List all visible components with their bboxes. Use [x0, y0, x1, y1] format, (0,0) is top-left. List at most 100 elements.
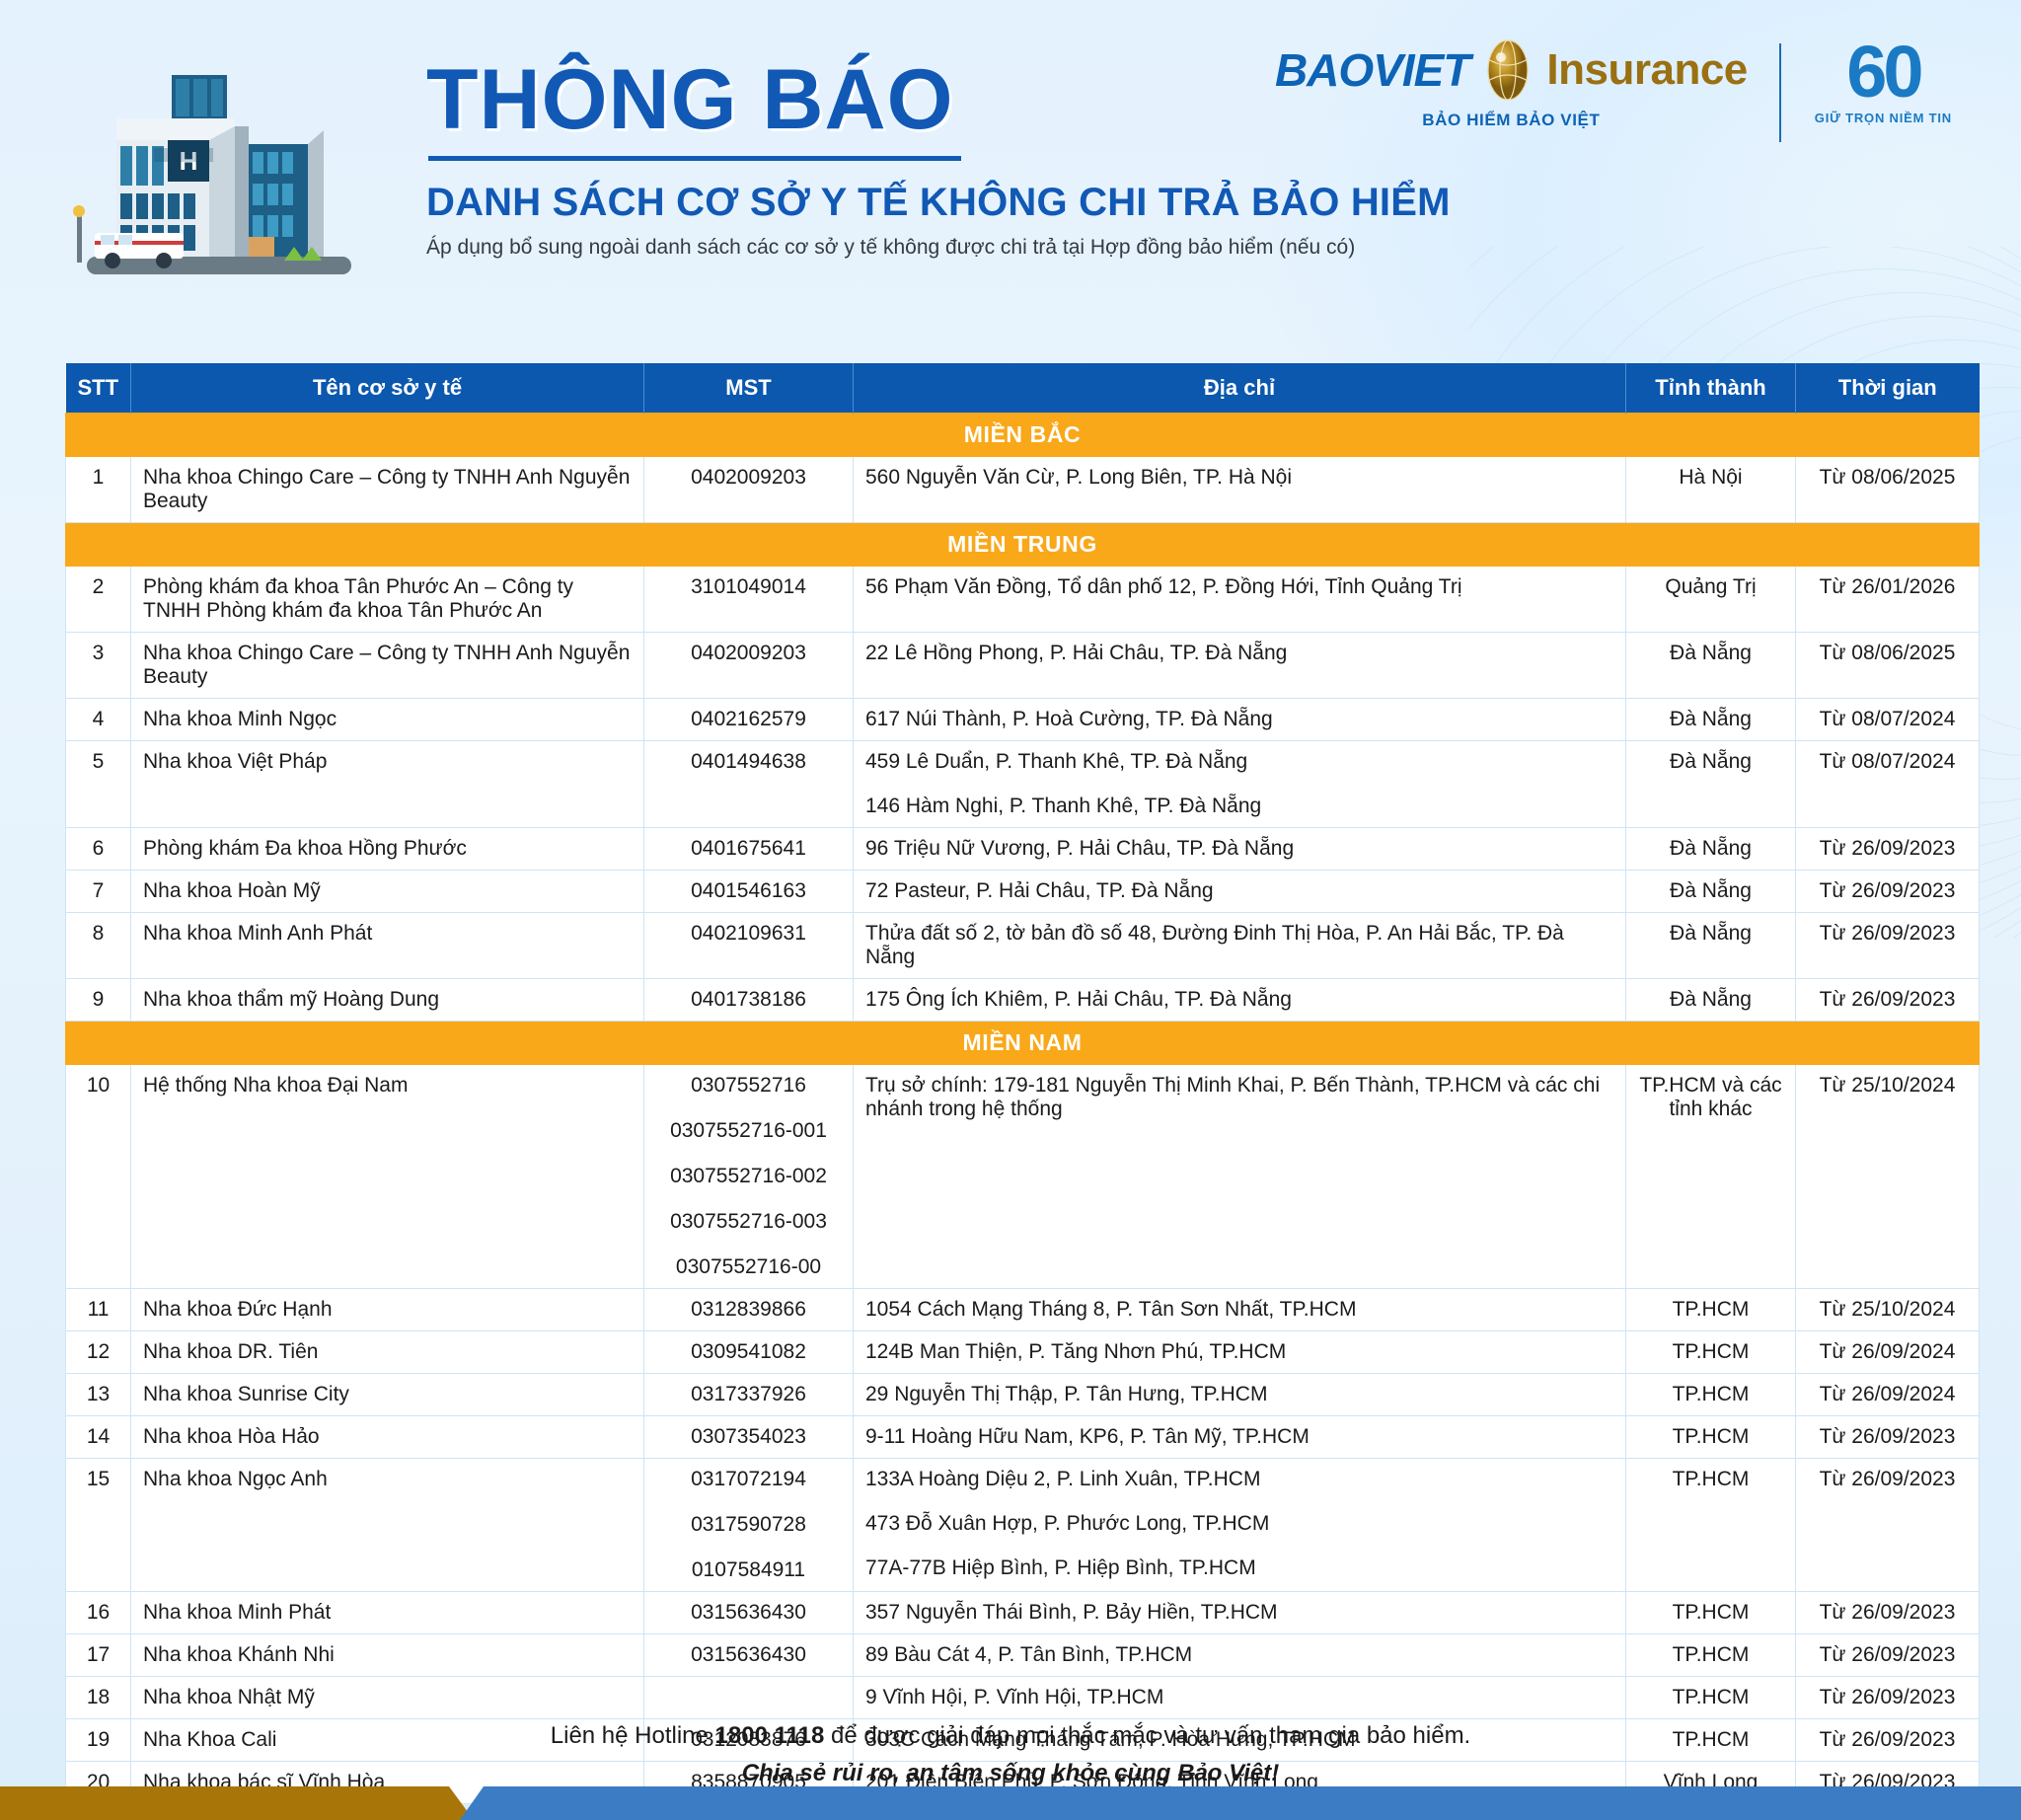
cell-stt: 5 — [65, 740, 131, 828]
cell-time: Từ 26/01/2026 — [1795, 566, 1980, 633]
anniversary-number: 60 — [1846, 31, 1923, 113]
cell-time: Từ 26/09/2023 — [1795, 1591, 1980, 1634]
region-label: MIỀN NAM — [65, 1021, 1980, 1065]
cell-address: 1054 Cách Mạng Tháng 8, P. Tân Sơn Nhất,… — [853, 1288, 1626, 1331]
cell-mst: 0402009203 — [643, 456, 854, 523]
table-row: 9 Nha khoa thẩm mỹ Hoàng Dung 0401738186 17… — [65, 978, 1980, 1022]
cell-stt: 9 — [65, 978, 131, 1022]
mst-value: 0401494638 — [691, 750, 806, 773]
address-value: 22 Lê Hồng Phong, P. Hải Châu, TP. Đà Nẵ… — [865, 642, 1288, 664]
cell-name: Nha khoa Minh Phát — [130, 1591, 644, 1634]
cell-address: 9 Vĩnh Hội, P. Vĩnh Hội, TP.HCM — [853, 1676, 1626, 1719]
col-mst: MST — [643, 363, 854, 414]
address-value: 9 Vĩnh Hội, P. Vĩnh Hội, TP.HCM — [865, 1686, 1164, 1708]
bottom-bar-blue — [460, 1786, 2021, 1820]
address-value: 459 Lê Duẩn, P. Thanh Khê, TP. Đà Nẵng — [865, 750, 1248, 773]
address-value: Trụ sở chính: 179-181 Nguyễn Thị Minh Kh… — [865, 1074, 1601, 1120]
baoviet-logo: BAOVIET Insuran — [1275, 38, 1779, 130]
cell-stt: 11 — [65, 1288, 131, 1331]
col-address: Địa chỉ — [853, 363, 1626, 414]
cell-mst: 0307354023 — [643, 1415, 854, 1459]
cell-time: Từ 26/09/2023 — [1795, 978, 1980, 1022]
cell-stt: 8 — [65, 912, 131, 979]
region-label: MIỀN BẮC — [65, 413, 1980, 457]
mst-value: 0315636430 — [691, 1643, 806, 1666]
cell-time: Từ 08/07/2024 — [1795, 740, 1980, 828]
address-value: 303C Cách Mạng Tháng Tám, P. Hòa Hưng, T… — [865, 1728, 1356, 1751]
cell-address: 175 Ông Ích Khiêm, P. Hải Châu, TP. Đà N… — [853, 978, 1626, 1022]
table-row: 8 Nha khoa Minh Anh Phát 0402109631 Thửa đấ… — [65, 912, 1980, 979]
cell-stt: 1 — [65, 456, 131, 523]
cell-name: Nha khoa Minh Anh Phát — [130, 912, 644, 979]
mst-value: 0307552716-002 — [670, 1165, 827, 1187]
table-header-row: STT Tên cơ sở y tế MST Địa chỉ Tỉnh thàn… — [65, 363, 1980, 414]
table-row: 2 Phòng khám đa khoa Tân Phước An – Công … — [65, 566, 1980, 633]
mst-value: 0402162579 — [691, 708, 806, 730]
mst-value: 0317337926 — [691, 1383, 806, 1405]
mst-value: 0401546163 — [691, 879, 806, 902]
cell-time: Từ 25/10/2024 — [1795, 1064, 1980, 1289]
footer-text-after: để được giải đáp mọi thắc mắc và tư vấn … — [824, 1722, 1471, 1749]
cell-address: 357 Nguyễn Thái Bình, P. Bảy Hiền, TP.HC… — [853, 1591, 1626, 1634]
region-header-row: MIỀN BẮC — [65, 413, 1980, 457]
title-block: THÔNG BÁO DANH SÁCH CƠ SỞ Y TẾ KHÔNG CHI… — [426, 57, 1451, 260]
cell-name: Nha khoa Hoàn Mỹ — [130, 870, 644, 913]
cell-stt: 19 — [65, 1718, 131, 1762]
table-row: 4 Nha khoa Minh Ngọc 0402162579 617 Núi Thà… — [65, 698, 1980, 741]
cell-address: 560 Nguyễn Văn Cừ, P. Long Biên, TP. Hà … — [853, 456, 1626, 523]
address-value: 96 Triệu Nữ Vương, P. Hải Châu, TP. Đà N… — [865, 837, 1295, 860]
col-province: Tỉnh thành — [1625, 363, 1796, 414]
address-value: 9-11 Hoàng Hữu Nam, KP6, P. Tân Mỹ, TP.H… — [865, 1425, 1310, 1448]
cell-province: TP.HCM — [1625, 1330, 1796, 1374]
cell-time: Từ 26/09/2023 — [1795, 827, 1980, 871]
cell-province: TP.HCM và các tỉnh khác — [1625, 1064, 1796, 1289]
cell-stt: 12 — [65, 1330, 131, 1374]
cell-stt: 6 — [65, 827, 131, 871]
title-rule — [428, 156, 961, 161]
address-value: 29 Nguyễn Thị Thập, P. Tân Hưng, TP.HCM — [865, 1383, 1268, 1405]
cell-province: TP.HCM — [1625, 1591, 1796, 1634]
cell-time: Từ 08/07/2024 — [1795, 698, 1980, 741]
address-value: 473 Đỗ Xuân Hợp, P. Phước Long, TP.HCM — [865, 1512, 1270, 1535]
address-value: Thửa đất số 2, tờ bản đồ số 48, Đường Đi… — [865, 922, 1564, 968]
globe-icon — [1487, 39, 1530, 101]
table-row: 14 Nha khoa Hòa Hảo 0307354023 9-11 Hoàng H… — [65, 1415, 1980, 1459]
bottom-bar-gold — [0, 1786, 474, 1820]
cell-address: 459 Lê Duẩn, P. Thanh Khê, TP. Đà Nẵng 14… — [853, 740, 1626, 828]
address-value: 1054 Cách Mạng Tháng 8, P. Tân Sơn Nhất,… — [865, 1298, 1357, 1321]
cell-address: 72 Pasteur, P. Hải Châu, TP. Đà Nẵng — [853, 870, 1626, 913]
cell-province: TP.HCM — [1625, 1458, 1796, 1592]
cell-address: Thửa đất số 2, tờ bản đồ số 48, Đường Đi… — [853, 912, 1626, 979]
cell-mst: 0315636430 — [643, 1591, 854, 1634]
mst-value: 0107584911 — [691, 1558, 806, 1581]
product-name: Insurance — [1546, 45, 1748, 94]
cell-mst — [643, 1676, 854, 1719]
table-row: 1 Nha khoa Chingo Care – Công ty TNHH Anh… — [65, 456, 1980, 523]
logo-area: BAOVIET Insuran — [1275, 31, 1952, 142]
cell-address: 89 Bàu Cát 4, P. Tân Bình, TP.HCM — [853, 1633, 1626, 1677]
cell-address: 9-11 Hoàng Hữu Nam, KP6, P. Tân Mỹ, TP.H… — [853, 1415, 1626, 1459]
cell-mst: 0402162579 — [643, 698, 854, 741]
mst-value: 0307552716-001 — [670, 1119, 827, 1142]
table-row: 10 Hệ thống Nha khoa Đại Nam 0307552716 030… — [65, 1064, 1980, 1289]
cell-province: Hà Nội — [1625, 456, 1796, 523]
cell-mst: 0402009203 — [643, 632, 854, 699]
cell-mst: 0312083876 — [643, 1718, 854, 1762]
page-title: THÔNG BÁO — [426, 52, 954, 147]
table-row: 16 Nha khoa Minh Phát 0315636430 357 Nguyễn… — [65, 1591, 1980, 1634]
footer-text-before: Liên hệ Hotline — [550, 1722, 715, 1749]
anniversary-logo: 60 GIỮ TRỌN NIỀM TIN — [1815, 31, 1952, 125]
cell-time: Từ 26/09/2024 — [1795, 1330, 1980, 1374]
cell-name: Nha khoa thẩm mỹ Hoàng Dung — [130, 978, 644, 1022]
cell-address: 303C Cách Mạng Tháng Tám, P. Hòa Hưng, T… — [853, 1718, 1626, 1762]
mst-value: 0402009203 — [691, 642, 806, 664]
page-note: Áp dụng bổ sung ngoài danh sách các cơ s… — [426, 236, 1356, 259]
cell-time: Từ 26/09/2023 — [1795, 870, 1980, 913]
footer-hotline-line: Liên hệ Hotline 1800 1118 để được giải đ… — [0, 1722, 2021, 1750]
cell-time: Từ 26/09/2023 — [1795, 1676, 1980, 1719]
cell-name: Phòng khám đa khoa Tân Phước An – Công t… — [130, 566, 644, 633]
cell-province: TP.HCM — [1625, 1718, 1796, 1762]
address-value: 133A Hoàng Diệu 2, P. Linh Xuân, TP.HCM — [865, 1468, 1261, 1490]
cell-province: TP.HCM — [1625, 1676, 1796, 1719]
table-row: 3 Nha khoa Chingo Care – Công ty TNHH Anh… — [65, 632, 1980, 699]
